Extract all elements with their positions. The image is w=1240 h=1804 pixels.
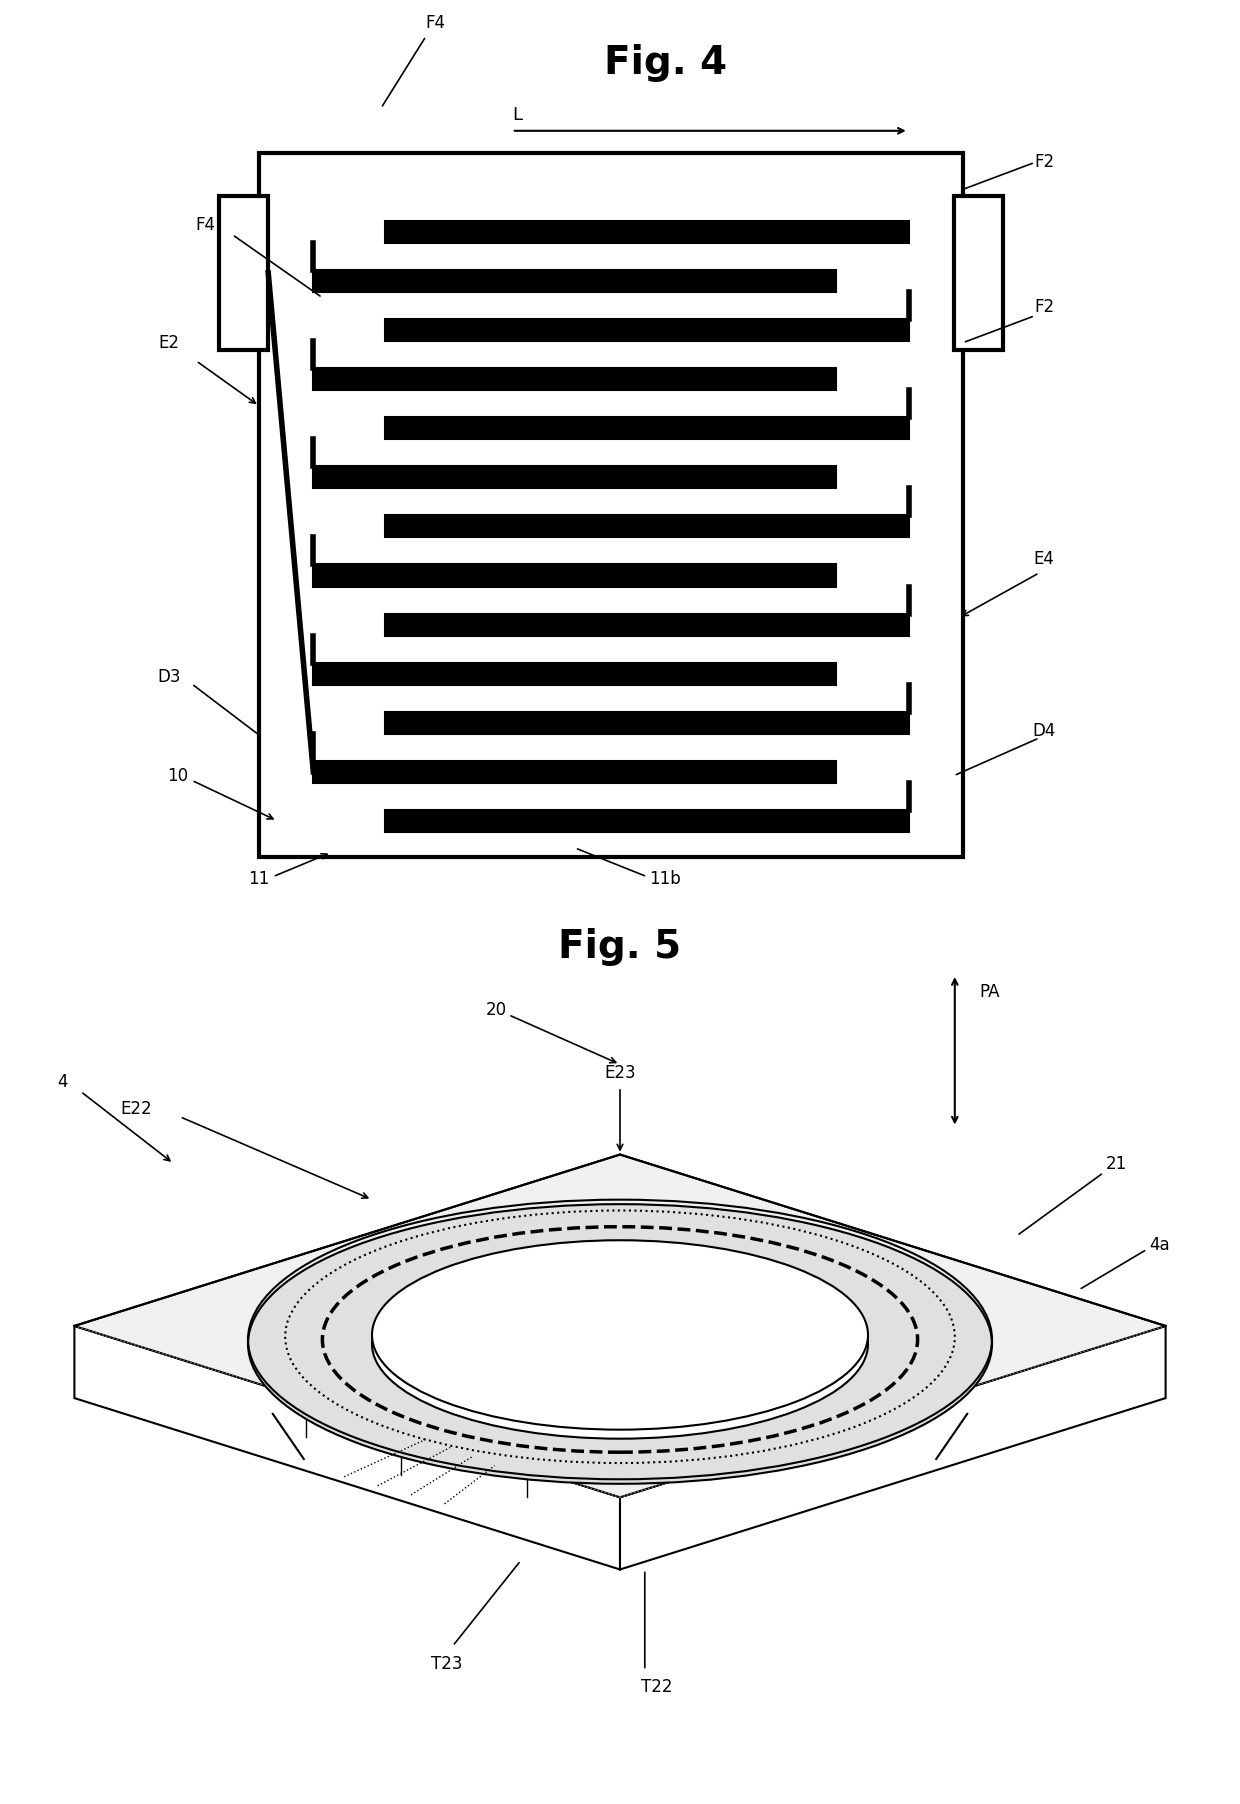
Text: 20: 20 bbox=[485, 1001, 507, 1019]
Bar bbox=[314, 271, 837, 292]
Text: 11: 11 bbox=[248, 871, 270, 888]
Bar bbox=[386, 417, 909, 440]
Text: L: L bbox=[512, 106, 522, 124]
Text: 4a: 4a bbox=[1149, 1236, 1169, 1254]
Text: PA: PA bbox=[980, 983, 1001, 1001]
Bar bbox=[314, 662, 837, 686]
Text: F4: F4 bbox=[195, 216, 215, 235]
Bar bbox=[386, 516, 909, 538]
Ellipse shape bbox=[372, 1241, 868, 1429]
Text: E22: E22 bbox=[120, 1100, 153, 1118]
Text: D3: D3 bbox=[157, 667, 181, 686]
Bar bbox=[954, 195, 1003, 350]
Text: D4: D4 bbox=[1032, 722, 1055, 740]
Text: Fig. 5: Fig. 5 bbox=[558, 927, 682, 967]
Text: E2: E2 bbox=[159, 334, 180, 352]
Text: T22: T22 bbox=[641, 1678, 673, 1696]
Bar bbox=[218, 195, 268, 350]
Polygon shape bbox=[74, 1326, 620, 1569]
Bar bbox=[386, 613, 909, 635]
Text: F2: F2 bbox=[1034, 298, 1054, 316]
Text: F4: F4 bbox=[425, 14, 445, 31]
Ellipse shape bbox=[248, 1205, 992, 1483]
Text: 21: 21 bbox=[1105, 1155, 1127, 1173]
Bar bbox=[314, 368, 837, 390]
Bar bbox=[314, 565, 837, 586]
Text: F2: F2 bbox=[1034, 153, 1054, 171]
Bar bbox=[386, 711, 909, 734]
Text: 11b: 11b bbox=[650, 871, 681, 888]
Text: T23: T23 bbox=[430, 1656, 463, 1672]
Text: E4: E4 bbox=[1033, 550, 1054, 568]
Bar bbox=[314, 761, 837, 783]
Polygon shape bbox=[74, 1155, 1166, 1497]
Bar bbox=[386, 810, 909, 832]
Text: Fig. 4: Fig. 4 bbox=[604, 43, 727, 83]
Bar bbox=[386, 319, 909, 341]
Bar bbox=[259, 153, 962, 857]
Polygon shape bbox=[620, 1326, 1166, 1569]
Ellipse shape bbox=[372, 1248, 868, 1440]
Text: 4: 4 bbox=[57, 1073, 67, 1091]
Text: 10: 10 bbox=[167, 767, 188, 785]
Bar bbox=[314, 465, 837, 489]
Text: E23: E23 bbox=[604, 1064, 636, 1082]
Bar bbox=[386, 220, 909, 244]
